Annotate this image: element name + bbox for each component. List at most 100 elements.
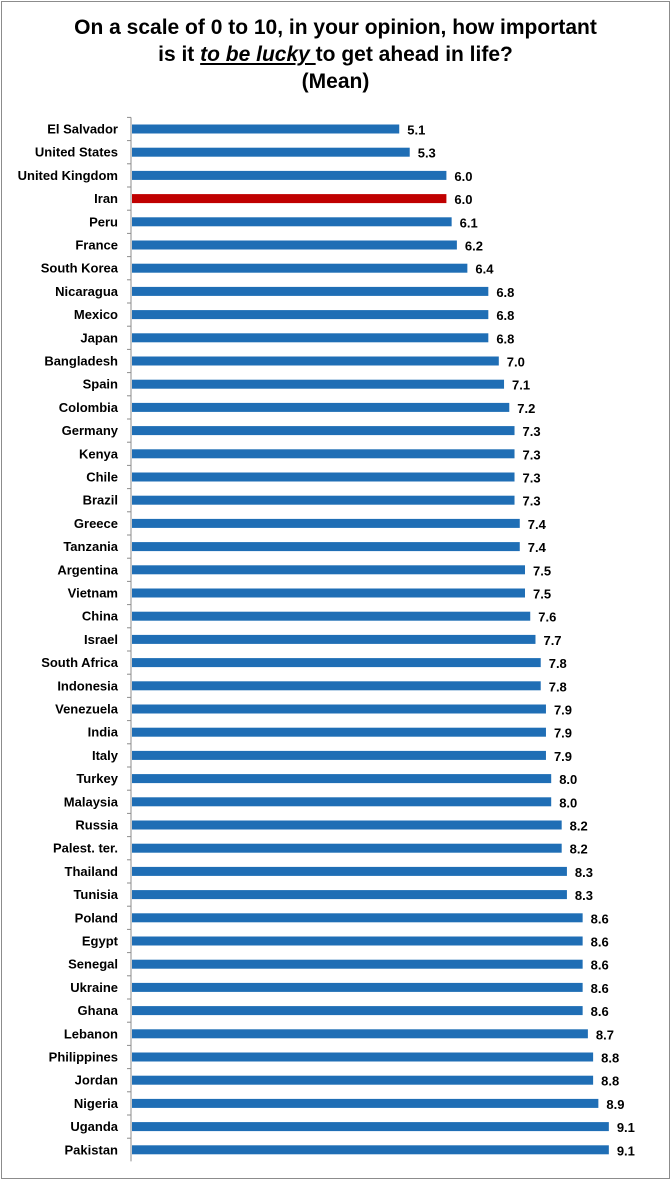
value-label: 8.0 [559,795,577,810]
value-label: 6.8 [496,331,514,346]
value-label: 8.6 [591,935,609,950]
value-label: 7.5 [533,587,551,602]
value-label: 8.7 [596,1027,614,1042]
category-label: Peru [89,214,118,229]
bar [132,1052,594,1062]
value-label: 6.4 [475,262,494,277]
bar [132,495,515,505]
bar [132,1006,583,1016]
bar [132,704,546,714]
category-label: Israel [84,632,118,647]
title-line-3: (Mean) [301,70,370,93]
category-label: Pakistan [65,1142,119,1157]
bar [132,588,525,598]
category-label: Uganda [70,1119,118,1134]
value-label: 9.1 [617,1120,635,1135]
category-label: Russia [75,818,118,833]
category-label: Palest. ter. [53,841,118,856]
value-label: 8.6 [591,1004,609,1019]
category-label: South Korea [41,261,119,276]
category-label: Ukraine [70,980,118,995]
bar-highlighted [132,194,447,204]
category-label: Greece [74,516,118,531]
category-label: Venezuela [55,702,119,717]
category-label: Egypt [82,934,119,949]
bar [132,518,520,528]
bar [132,1075,594,1085]
bar [132,333,489,343]
category-label: Poland [75,910,118,925]
bar [132,681,541,691]
category-label: El Salvador [47,122,118,137]
category-label: Vietnam [68,586,118,601]
value-label: 7.9 [554,726,572,741]
category-label: India [88,725,119,740]
bar [132,727,546,737]
category-label: Spain [83,377,118,392]
value-label: 8.2 [570,819,588,834]
category-label: Argentina [57,562,118,577]
category-label: United States [35,145,118,160]
bar [132,263,468,273]
category-label: Kenya [79,446,119,461]
category-label: Italy [92,748,119,763]
bar [132,1098,599,1108]
chart-title: On a scale of 0 to 10, in your opinion, … [0,14,671,95]
bar [132,379,505,389]
bar [132,147,410,157]
value-label: 7.3 [523,424,541,439]
bar [132,959,583,969]
bar [132,658,541,668]
value-label: 6.0 [454,169,472,184]
title-line-2-post: to get ahead in life? [315,43,513,66]
value-label: 6.0 [454,192,472,207]
value-label: 6.2 [465,239,483,254]
value-label: 5.3 [418,146,436,161]
value-label: 7.9 [554,703,572,718]
value-label: 7.7 [543,633,561,648]
value-label: 9.1 [617,1143,635,1158]
value-label: 8.6 [591,958,609,973]
value-label: 8.3 [575,888,593,903]
category-label: Indonesia [57,678,118,693]
bar [132,240,457,250]
bar [132,310,489,320]
category-label: Lebanon [64,1026,118,1041]
category-label: Colombia [59,400,119,415]
value-label: 7.8 [549,679,567,694]
value-label: 7.0 [507,355,525,370]
value-label: 7.8 [549,656,567,671]
value-label: 8.2 [570,842,588,857]
bar [132,936,583,946]
value-label: 8.6 [591,911,609,926]
category-label: United Kingdom [18,168,118,183]
category-label: Malaysia [64,794,119,809]
title-line-2-emphasis: to be lucky [200,43,316,66]
value-label: 7.3 [523,471,541,486]
value-label: 7.3 [523,494,541,509]
bar [132,124,400,134]
category-label: Philippines [49,1050,118,1065]
value-label: 6.8 [496,285,514,300]
category-label: Ghana [78,1003,119,1018]
category-label: Tanzania [63,539,118,554]
category-label: South Africa [41,655,119,670]
value-label: 7.3 [523,447,541,462]
bar [132,1122,609,1132]
bar [132,542,520,552]
category-label: Iran [94,191,118,206]
bar [132,1029,588,1039]
category-label: Nicaragua [55,284,119,299]
category-label: Thailand [65,864,119,879]
category-label: France [75,238,118,253]
category-label: Turkey [76,771,118,786]
bar [132,820,562,830]
category-label: Chile [86,470,118,485]
category-label: Tunisia [73,887,118,902]
value-label: 8.9 [606,1097,624,1112]
bar [132,866,567,876]
category-label: China [82,609,119,624]
category-label: Senegal [68,957,118,972]
bar [132,170,447,180]
